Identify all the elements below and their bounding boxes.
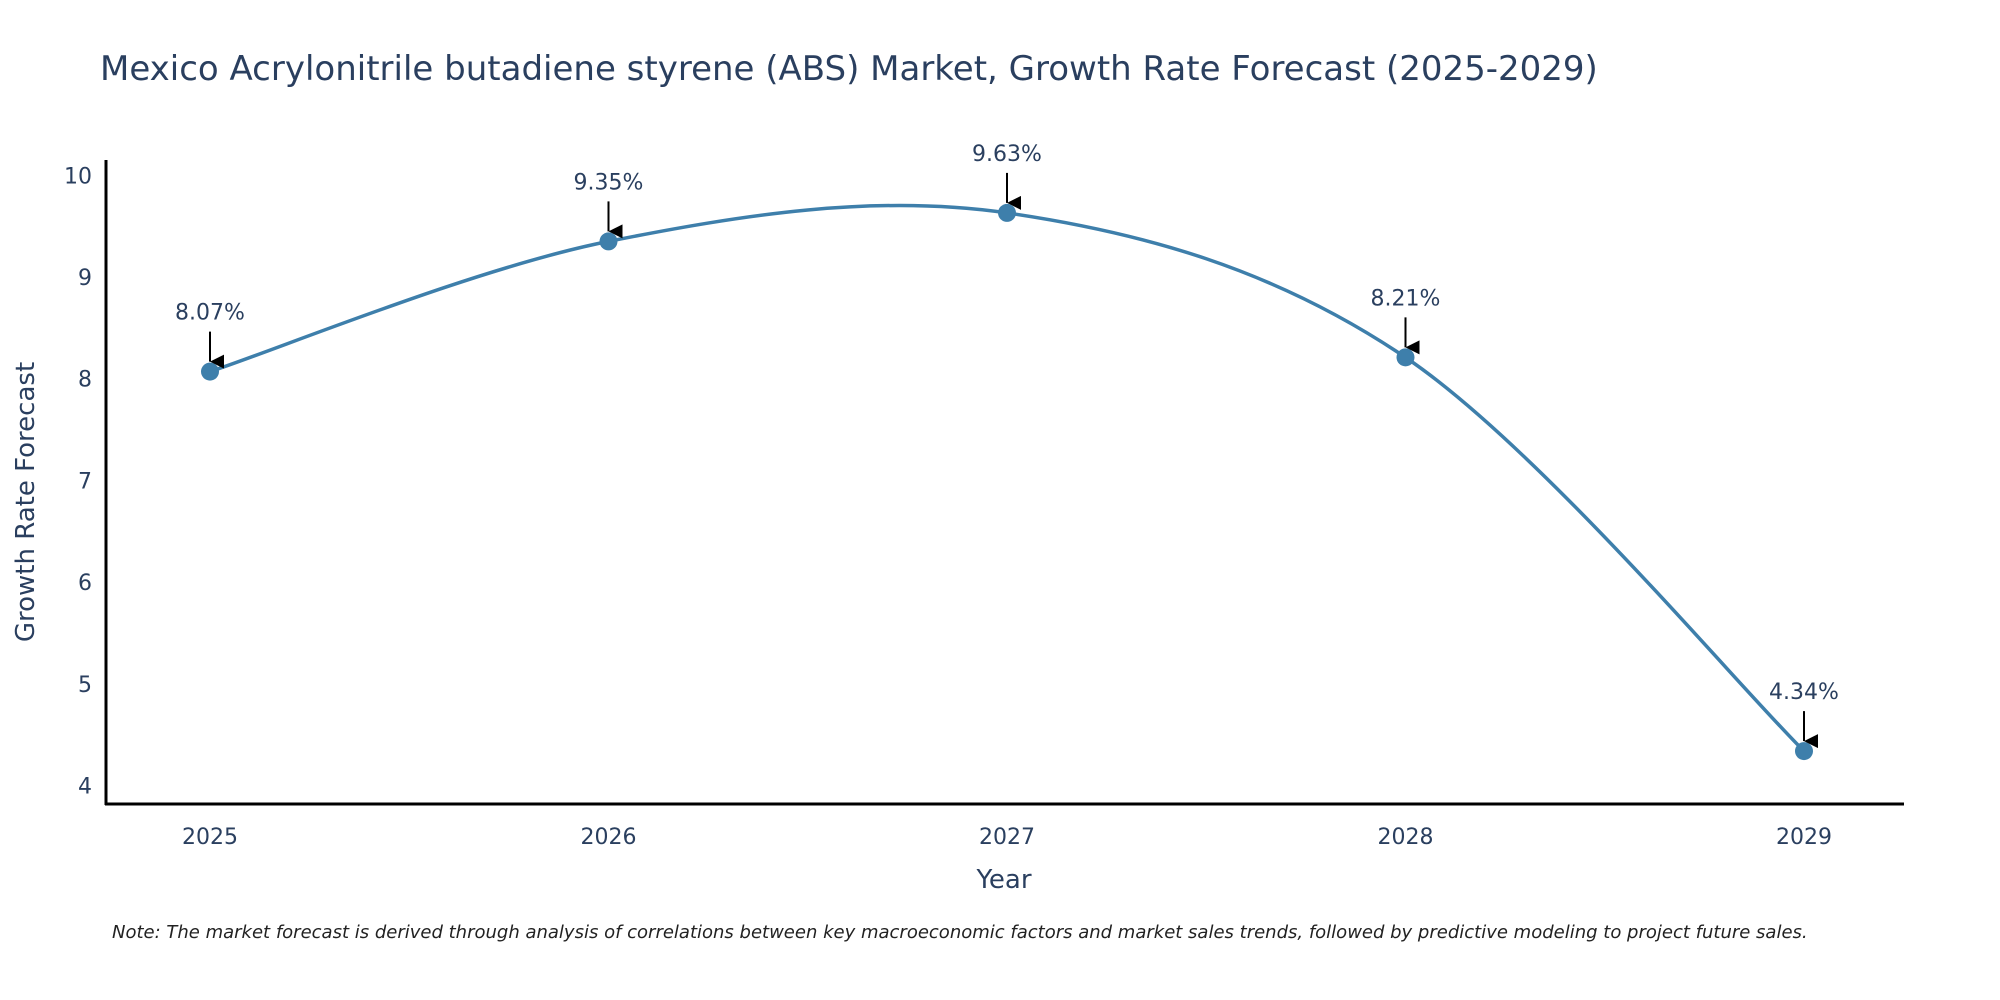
- y-tick-label: 10: [64, 164, 92, 189]
- data-label: 9.35%: [574, 170, 644, 195]
- y-tick-label: 6: [78, 571, 92, 596]
- y-tick-label: 5: [78, 673, 92, 698]
- x-axis-title: Year: [975, 865, 1031, 895]
- data-label: 9.63%: [972, 142, 1042, 167]
- series-line: [209, 203, 1806, 753]
- data-point[interactable]: [201, 362, 219, 381]
- y-axis-title: Growth Rate Forecast: [11, 362, 41, 642]
- data-label: 8.21%: [1371, 286, 1441, 311]
- chart-note: Note: The market forecast is derived thr…: [112, 922, 1808, 943]
- y-tick-label: 4: [78, 775, 92, 800]
- y-tick-label: 7: [78, 469, 92, 494]
- x-tick-label: 2026: [581, 825, 637, 850]
- data-label: 4.34%: [1769, 680, 1839, 705]
- x-tick-label: 2029: [1776, 825, 1832, 850]
- x-tick-label: 2028: [1378, 825, 1434, 850]
- y-tick-label: 9: [78, 266, 92, 291]
- data-point[interactable]: [599, 232, 618, 251]
- data-point[interactable]: [1795, 742, 1813, 761]
- y-tick-label: 8: [78, 368, 92, 393]
- data-point[interactable]: [998, 203, 1016, 222]
- data-point[interactable]: [1396, 348, 1415, 367]
- chart-title: Mexico Acrylonitrile butadiene styrene (…: [100, 49, 1598, 89]
- plot-area: 4 5 6 7 8 9 10 2025 2026 2027 2028 2029 8.07% 9.35% 9.…: [64, 142, 1904, 850]
- x-tick-label: 2025: [182, 825, 238, 850]
- x-tick-label: 2027: [979, 825, 1035, 850]
- data-label: 8.07%: [175, 301, 245, 326]
